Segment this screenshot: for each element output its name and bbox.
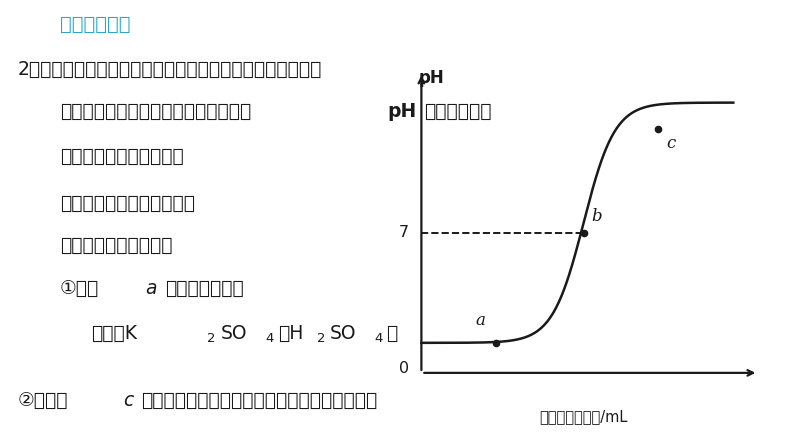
Text: 溶质是K: 溶质是K	[91, 324, 137, 342]
Text: 钾溶液的反应过程，测得烧杯中溶液的: 钾溶液的反应过程，测得烧杯中溶液的	[60, 102, 251, 121]
Text: 积变化的曲线如图所示。: 积变化的曲线如图所示。	[60, 147, 183, 166]
Text: 2．某校化学兴趣小组利用数字化传感器探究稀硫酸和氢氧化: 2．某校化学兴趣小组利用数字化传感器探究稀硫酸和氢氧化	[17, 60, 322, 79]
Text: pH: pH	[387, 102, 417, 121]
Text: c: c	[123, 391, 133, 409]
Text: ①图中: ①图中	[60, 279, 98, 298]
Text: 期末复习专题: 期末复习专题	[60, 15, 130, 34]
Text: 2: 2	[317, 332, 326, 346]
Text: 随滴加液体体: 随滴加液体体	[424, 102, 491, 121]
Text: 4: 4	[265, 332, 274, 346]
Text: 点所示溶液中滴加无色酚酞试液，溶液不变色；: 点所示溶液中滴加无色酚酞试液，溶液不变色；	[141, 391, 378, 409]
Text: 滴加液体的体积/mL: 滴加液体的体积/mL	[539, 409, 628, 424]
Text: 2: 2	[207, 332, 216, 346]
Text: SO: SO	[221, 324, 247, 342]
Text: SO: SO	[330, 324, 356, 342]
Text: pH: pH	[418, 68, 444, 87]
Text: c: c	[666, 135, 676, 152]
Text: 其中正确的有（　　）: 其中正确的有（ ）	[60, 236, 172, 255]
Text: a: a	[145, 279, 156, 298]
Text: 0: 0	[399, 361, 409, 376]
Text: b: b	[592, 208, 602, 225]
Text: ；: ；	[386, 324, 397, 342]
Text: 与该实验有关的下列说法，: 与该实验有关的下列说法，	[60, 194, 195, 213]
Text: 点所示溶液中，: 点所示溶液中，	[165, 279, 244, 298]
Text: ②向图中: ②向图中	[17, 391, 68, 409]
Text: 4: 4	[375, 332, 384, 346]
Text: 和H: 和H	[278, 324, 303, 342]
Text: a: a	[476, 312, 485, 329]
Text: 7: 7	[399, 225, 409, 240]
